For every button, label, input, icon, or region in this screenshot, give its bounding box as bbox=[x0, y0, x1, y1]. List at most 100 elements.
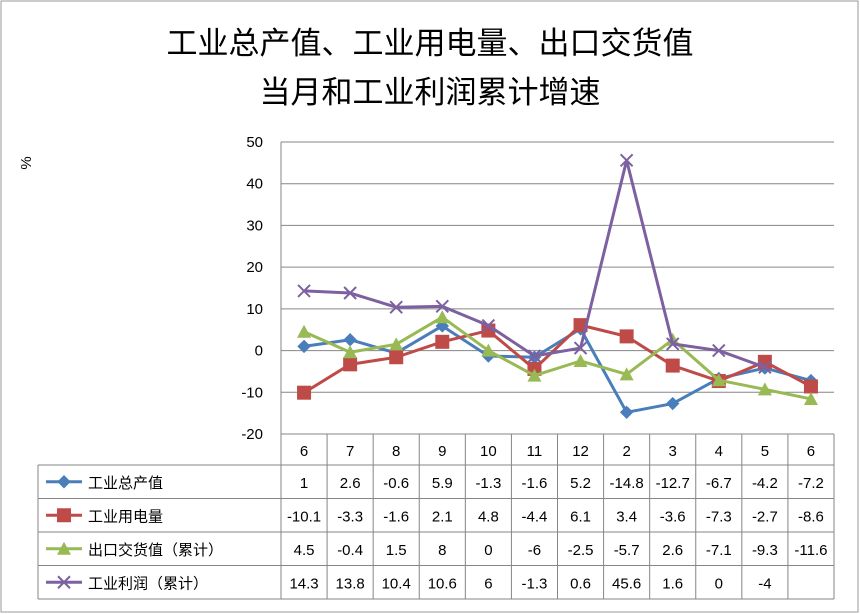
table-value-cell: -5.7 bbox=[614, 542, 640, 559]
y-tick-label: 0 bbox=[255, 343, 263, 360]
y-tick-label: 10 bbox=[246, 301, 263, 318]
data-point-marker bbox=[619, 405, 634, 420]
data-table: 6 7 8 9 10 11 12 2 3 4 5 6 工业总产值 1 2.6 -0.6 5.9 -1.3 -1.6 5… bbox=[37, 434, 835, 600]
series-group bbox=[297, 153, 772, 374]
data-point-marker bbox=[297, 385, 312, 400]
table-value-cell: -7.3 bbox=[706, 508, 732, 525]
data-point-marker bbox=[389, 337, 404, 351]
data-point-marker bbox=[527, 349, 542, 363]
x-category-label: 6 bbox=[807, 443, 815, 460]
data-point-marker bbox=[297, 324, 312, 338]
table-value-cell: 14.3 bbox=[289, 575, 318, 592]
x-category-label: 12 bbox=[572, 443, 589, 460]
table-value-cell: -1.3 bbox=[522, 575, 548, 592]
table-value-cell: -1.3 bbox=[475, 475, 501, 492]
table-value-cell: 13.8 bbox=[336, 575, 365, 592]
table-value-cell: 3.4 bbox=[616, 508, 637, 525]
data-point-marker bbox=[297, 339, 311, 354]
table-value-cell: -4 bbox=[758, 575, 771, 592]
table-value-cell: -6 bbox=[528, 542, 541, 559]
table-value-cell: 10.6 bbox=[428, 575, 457, 592]
table-value-cell: 2.1 bbox=[432, 508, 453, 525]
table-value-cell: -1.6 bbox=[522, 475, 548, 492]
x-category-label: 2 bbox=[622, 443, 630, 460]
y-axis-unit-label: % bbox=[18, 156, 35, 169]
data-point-marker bbox=[619, 153, 634, 168]
legend-key-marker bbox=[57, 475, 71, 489]
table-value-cell: -4.2 bbox=[752, 475, 778, 492]
x-category-label: 10 bbox=[480, 443, 497, 460]
table-value-cell: -3.6 bbox=[660, 508, 686, 525]
table-value-cell: 0 bbox=[484, 542, 492, 559]
table-value-cell: -1.6 bbox=[383, 508, 409, 525]
x-category-label: 4 bbox=[715, 443, 723, 460]
table-value-cell: -12.7 bbox=[656, 475, 690, 492]
table-value-cell: -0.4 bbox=[337, 542, 363, 559]
table-value-cell: -10.1 bbox=[287, 508, 321, 525]
table-value-cell: -6.7 bbox=[706, 475, 732, 492]
table-value-cell: 1.5 bbox=[386, 542, 407, 559]
data-point-marker bbox=[619, 329, 634, 344]
data-point-marker bbox=[803, 379, 818, 394]
legend-series-name: 出口交货值（累计） bbox=[88, 541, 223, 559]
y-axis-tick-labels: 50 40 30 20 10 0 -10 -20 bbox=[241, 134, 263, 443]
table-value-cell: -8.6 bbox=[798, 508, 824, 525]
data-point-marker bbox=[527, 368, 542, 382]
data-point-marker bbox=[297, 284, 311, 298]
data-point-marker bbox=[665, 358, 680, 373]
table-value-cell: 6 bbox=[484, 575, 492, 592]
legend-key-marker bbox=[57, 575, 71, 589]
data-point-marker bbox=[758, 360, 772, 374]
table-value-cell: 0.6 bbox=[570, 575, 591, 592]
data-point-marker bbox=[712, 343, 726, 358]
legend-key-marker bbox=[57, 541, 71, 555]
chart-title-line-2: 当月和工业利润累计增速 bbox=[260, 75, 601, 111]
chart-title-line-1: 工业总产值、工业用电量、出口交货值 bbox=[167, 26, 694, 62]
legend-series-name: 工业用电量 bbox=[88, 507, 163, 525]
data-point-marker bbox=[343, 286, 357, 300]
table-value-cell: -0.6 bbox=[383, 475, 409, 492]
x-category-label: 11 bbox=[527, 443, 543, 460]
table-value-cell: 45.6 bbox=[612, 575, 641, 592]
table-value-cell: -7.1 bbox=[706, 542, 732, 559]
table-value-cell: 1 bbox=[300, 475, 308, 492]
legend-series-name: 工业总产值 bbox=[88, 474, 163, 492]
x-category-label: 8 bbox=[392, 443, 400, 460]
table-value-cell: -7.2 bbox=[798, 475, 824, 492]
table-value-cell: -2.7 bbox=[752, 508, 778, 525]
table-value-cell: 2.6 bbox=[662, 542, 683, 559]
table-value-cell: 8 bbox=[438, 542, 446, 559]
data-point-marker bbox=[573, 341, 588, 355]
data-point-marker bbox=[435, 310, 450, 324]
data-point-marker bbox=[666, 396, 680, 411]
data-point-marker bbox=[573, 354, 588, 367]
table-value-cell: 5.2 bbox=[570, 475, 591, 492]
legend-key-marker bbox=[57, 508, 71, 523]
data-point-marker bbox=[481, 343, 496, 357]
legend-series-name: 工业利润（累计） bbox=[88, 574, 208, 592]
table-value-cell: -2.5 bbox=[568, 542, 594, 559]
x-category-label: 3 bbox=[669, 443, 677, 460]
table-value-cell: -3.3 bbox=[337, 508, 363, 525]
table-value-cell: -11.6 bbox=[794, 542, 827, 559]
table-value-cell: -9.3 bbox=[752, 542, 778, 559]
table-value-cell: 5.9 bbox=[432, 475, 453, 492]
y-tick-label: -20 bbox=[241, 426, 263, 443]
y-tick-label: -10 bbox=[241, 384, 263, 401]
x-category-label: 9 bbox=[438, 443, 446, 460]
table-value-cell: 4.5 bbox=[294, 542, 315, 559]
x-category-label: 5 bbox=[761, 443, 769, 460]
data-point-marker bbox=[666, 337, 680, 351]
x-category-label: 6 bbox=[300, 443, 308, 460]
data-point-marker bbox=[435, 299, 449, 314]
table-value-cell: -4.4 bbox=[522, 508, 548, 525]
table-value-cell: 4.8 bbox=[478, 508, 499, 525]
y-tick-label: 20 bbox=[246, 259, 263, 276]
data-point-marker bbox=[803, 391, 818, 405]
data-point-marker bbox=[481, 318, 496, 333]
table-value-cell: 6.1 bbox=[570, 508, 591, 525]
data-point-marker bbox=[619, 367, 634, 381]
table-value-cell: 2.6 bbox=[340, 475, 361, 492]
